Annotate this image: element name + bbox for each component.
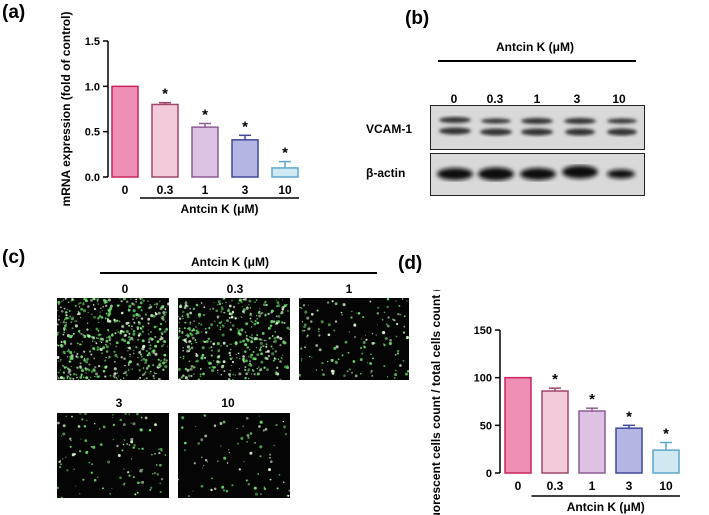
x-tick-label: 0 (515, 479, 522, 493)
micrograph-cells (57, 298, 169, 380)
blot-lane-label: 0 (450, 92, 458, 106)
blot-lane-label: 1 (533, 92, 541, 106)
micrograph-cells (299, 298, 409, 379)
significance-marker: * (282, 145, 288, 162)
x-tick-label: 1 (589, 479, 596, 493)
significance-marker: * (552, 371, 558, 388)
significance-marker: * (202, 107, 208, 124)
y-tick-label: 100 (474, 373, 492, 385)
micro-label-0-3: 0.3 (226, 282, 244, 296)
micrograph-0-3-um (178, 298, 290, 380)
x-axis-label: Antcin K (μM) (567, 500, 645, 514)
x-tick-label: 10 (659, 479, 673, 493)
bar (231, 139, 259, 178)
significance-marker: * (242, 118, 248, 135)
chart-a-mrna-expression: 0.0 0.5 1.0 1.5 mRNA expression (fold of con… (59, 12, 299, 216)
x-tick-label: 0.3 (157, 183, 174, 197)
significance-marker: * (626, 408, 632, 425)
y-axis-label: Fluorescent cells count / total cells co… (429, 290, 443, 515)
x-tick-label: 1 (202, 183, 209, 197)
bar (111, 85, 139, 178)
blot-row-label-actin: β-actin (366, 166, 406, 180)
x-tick-label: 10 (278, 183, 292, 197)
actin-blot-image (430, 153, 645, 196)
bar (191, 126, 219, 178)
micrograph-cells (178, 414, 290, 498)
blot-lane-label: 10 (612, 92, 626, 106)
y-tick-label: 50 (480, 420, 492, 432)
blot-lane-label: 0.3 (486, 92, 504, 106)
x-tick-label: 0 (122, 183, 129, 197)
microscopy-treatment-line (100, 272, 377, 274)
micrograph-3-um (57, 413, 169, 498)
bar (541, 390, 569, 474)
panel-a-label: (a) (2, 2, 26, 23)
blot-treatment-label: Antcin K (μM) (496, 40, 574, 54)
panel-b-label: (b) (405, 8, 430, 29)
bar (151, 103, 179, 178)
micro-label-3: 3 (115, 396, 123, 410)
y-tick-label: 0.0 (85, 172, 100, 184)
significance-marker: * (589, 391, 595, 408)
panel-d-label: (d) (398, 253, 423, 274)
y-tick-label: 0 (486, 468, 492, 480)
micrograph-1-um (299, 298, 409, 380)
blot-lane-label: 3 (573, 92, 581, 106)
y-tick-label: 1.0 (85, 81, 100, 93)
x-axis-label: Antcin K (μM) (181, 202, 259, 216)
micro-label-10: 10 (221, 396, 235, 410)
micro-label-0: 0 (121, 282, 129, 296)
y-axis-label: mRNA expression (fold of control) (59, 12, 73, 207)
bar (578, 410, 606, 474)
micrograph-0-um (57, 298, 169, 380)
micro-label-1: 1 (345, 282, 353, 296)
y-tick-label: 0.5 (85, 127, 100, 139)
microscopy-treatment-label: Antcin K (μM) (191, 255, 269, 269)
significance-marker: * (663, 425, 669, 442)
vcam1-blot-image (430, 105, 645, 150)
y-tick-label: 150 (474, 325, 492, 337)
x-tick-label: 3 (242, 183, 249, 197)
panel-c-label: (c) (2, 247, 26, 268)
x-tick-label: 0.3 (547, 479, 564, 493)
blot-row-label-vcam1: VCAM-1 (366, 122, 413, 136)
bar (504, 376, 532, 474)
significance-marker: * (162, 86, 168, 103)
x-tick-label: 3 (626, 479, 633, 493)
bar (652, 449, 680, 474)
blot-treatment-line (438, 60, 636, 62)
y-tick-label: 1.5 (85, 36, 100, 48)
micrograph-cells (57, 413, 167, 498)
micrograph-cells (178, 298, 290, 380)
micrograph-10-um (178, 413, 290, 498)
bar (615, 427, 643, 474)
bar (271, 167, 299, 178)
